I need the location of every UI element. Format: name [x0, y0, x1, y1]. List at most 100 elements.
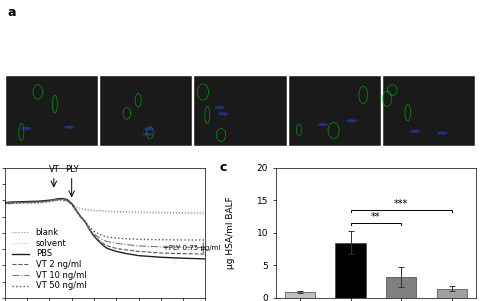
blank: [60, 198, 65, 202]
PBS: [202, 257, 208, 261]
Text: +PLY 0.75 μg/ml: +PLY 0.75 μg/ml: [163, 245, 220, 251]
Line: VT 50 ng/ml: VT 50 ng/ml: [5, 200, 205, 240]
blank: [2, 202, 8, 205]
solvent: [113, 210, 119, 214]
VT 2 ng/ml: [135, 250, 141, 253]
Circle shape: [436, 132, 446, 135]
solvent: [24, 202, 30, 205]
Circle shape: [215, 106, 225, 109]
VT 2 ng/ml: [51, 198, 57, 202]
Circle shape: [218, 112, 228, 115]
VT 10 ng/ml: [82, 220, 88, 224]
Bar: [194, 148, 286, 219]
Bar: [436, 289, 466, 298]
VT 10 ng/ml: [157, 245, 163, 249]
Circle shape: [21, 127, 31, 130]
blank: [202, 211, 208, 215]
Circle shape: [60, 185, 70, 188]
VT 2 ng/ml: [13, 201, 19, 204]
blank: [47, 199, 52, 203]
Bar: [288, 148, 380, 219]
VT 2 ng/ml: [202, 252, 208, 256]
VT 50 ng/ml: [86, 225, 92, 229]
solvent: [135, 211, 141, 215]
VT 2 ng/ml: [113, 247, 119, 250]
VT 10 ng/ml: [104, 240, 110, 244]
solvent: [64, 200, 70, 204]
solvent: [100, 210, 106, 213]
Circle shape: [212, 188, 222, 191]
VT 50 ng/ml: [180, 238, 186, 242]
VT 2 ng/ml: [100, 241, 106, 245]
PBS: [36, 199, 41, 203]
PBS: [82, 220, 88, 223]
VT 10 ng/ml: [100, 238, 106, 242]
VT 2 ng/ml: [157, 251, 163, 255]
blank: [82, 208, 88, 211]
blank: [69, 202, 74, 205]
Line: PBS: PBS: [5, 199, 205, 259]
VT 50 ng/ml: [82, 219, 88, 223]
blank: [78, 206, 84, 210]
solvent: [82, 209, 88, 212]
PBS: [69, 202, 74, 205]
VT 10 ng/ml: [2, 202, 8, 205]
solvent: [104, 210, 110, 214]
PBS: [55, 197, 61, 200]
Circle shape: [64, 126, 74, 129]
PBS: [2, 201, 8, 204]
blank: [157, 210, 163, 214]
PBS: [122, 252, 128, 255]
Circle shape: [355, 196, 365, 199]
PBS: [51, 198, 57, 201]
Text: PLY: PLY: [65, 165, 78, 174]
VT 2 ng/ml: [69, 202, 74, 206]
VT 10 ng/ml: [51, 198, 57, 202]
Text: ***: ***: [393, 199, 408, 209]
VT 2 ng/ml: [86, 228, 92, 231]
solvent: [73, 206, 79, 209]
VT 2 ng/ml: [55, 197, 61, 201]
VT 50 ng/ml: [36, 201, 41, 204]
Line: blank: blank: [5, 200, 205, 213]
solvent: [69, 203, 74, 206]
PBS: [64, 198, 70, 201]
PBS: [13, 200, 19, 204]
VT 50 ng/ml: [100, 234, 106, 237]
blank: [24, 201, 30, 204]
solvent: [2, 203, 8, 206]
blank: [73, 205, 79, 209]
Bar: [100, 76, 192, 146]
blank: [55, 198, 61, 202]
Circle shape: [143, 127, 154, 130]
blank: [180, 211, 186, 214]
Bar: [100, 148, 192, 219]
VT 50 ng/ml: [2, 202, 8, 206]
VT 2 ng/ml: [82, 220, 88, 224]
VT 50 ng/ml: [47, 200, 52, 203]
blank: [51, 198, 57, 202]
VT 50 ng/ml: [91, 229, 96, 233]
VT 50 ng/ml: [96, 232, 101, 236]
VT 2 ng/ml: [96, 238, 101, 242]
Y-axis label: μg HSA/ml BALF: μg HSA/ml BALF: [226, 197, 235, 269]
VT 10 ng/ml: [36, 200, 41, 204]
VT 50 ng/ml: [113, 236, 119, 240]
VT 10 ng/ml: [180, 245, 186, 249]
VT 10 ng/ml: [73, 209, 79, 213]
VT 10 ng/ml: [47, 199, 52, 203]
Line: VT 2 ng/ml: VT 2 ng/ml: [5, 199, 205, 254]
VT 2 ng/ml: [78, 216, 84, 219]
Circle shape: [251, 169, 261, 173]
PBS: [24, 200, 30, 203]
solvent: [122, 211, 128, 214]
VT 2 ng/ml: [91, 234, 96, 237]
VT 50 ng/ml: [135, 237, 141, 241]
VT 50 ng/ml: [55, 198, 61, 202]
solvent: [86, 209, 92, 213]
solvent: [91, 209, 96, 213]
VT 10 ng/ml: [122, 243, 128, 246]
VT 10 ng/ml: [91, 232, 96, 236]
blank: [13, 201, 19, 205]
blank: [64, 199, 70, 203]
